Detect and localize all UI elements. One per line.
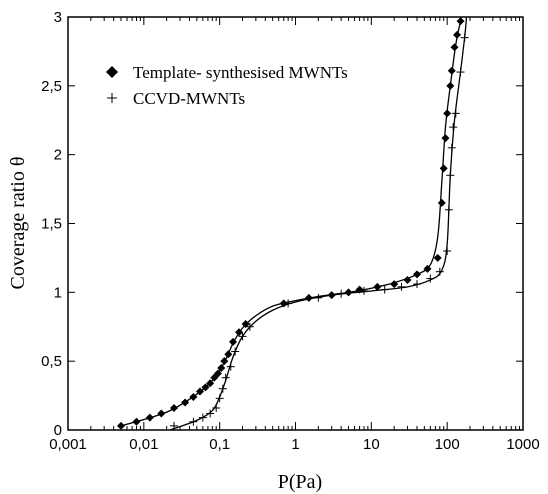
data-point-template (170, 403, 179, 412)
data-point-ccvd (314, 293, 323, 302)
data-point-template (437, 198, 446, 207)
data-point-template (220, 357, 229, 366)
data-point-ccvd (218, 384, 227, 393)
data-point-ccvd (435, 267, 444, 276)
data-point-ccvd (238, 332, 247, 341)
data-point-template (279, 299, 288, 308)
data-point-template (157, 409, 166, 418)
data-point-template (304, 293, 313, 302)
x-axis-title: P(Pa) (278, 471, 322, 493)
x-tick-label: 100 (435, 436, 460, 453)
data-point-template (327, 291, 336, 300)
data-point-template (439, 164, 448, 173)
y-tick-label: 1 (54, 284, 62, 301)
data-point-ccvd (426, 274, 435, 283)
data-point-ccvd (337, 289, 346, 298)
data-point-ccvd (446, 171, 455, 180)
data-point-template (181, 398, 190, 407)
x-tick-label: 0,01 (129, 436, 158, 453)
data-point-template (189, 392, 198, 401)
data-point-ccvd (443, 247, 452, 256)
data-point-template (447, 66, 456, 75)
data-point-ccvd (412, 280, 421, 289)
data-point-ccvd (212, 403, 221, 412)
data-point-template (390, 280, 399, 289)
data-point-ccvd (449, 123, 458, 132)
data-point-template (453, 30, 462, 39)
data-point-template (443, 109, 452, 118)
x-tick-label: 1 (291, 436, 299, 453)
data-point-ccvd (447, 143, 456, 152)
legend-plus-icon (107, 93, 117, 103)
data-point-ccvd (456, 68, 465, 77)
data-point-template (446, 81, 455, 90)
data-point-template (229, 337, 238, 346)
legend-marker-ccvd (107, 93, 117, 103)
x-tick-label: 0,001 (49, 436, 87, 453)
data-point-template (456, 17, 465, 26)
x-tick-labels: 0,001 0,01 0,1 1 10 100 1000 (49, 436, 539, 453)
data-point-ccvd (284, 299, 293, 308)
legend-label-template: Template- synthesised MWNTs (133, 63, 348, 82)
data-point-template (145, 413, 154, 422)
data-point-template (224, 350, 233, 359)
legend: Template- synthesised MWNTs CCVD-MWNTs (106, 63, 348, 108)
data-point-template (235, 328, 244, 337)
legend-diamond-icon (106, 66, 118, 78)
y-tick-label: 1,5 (41, 216, 62, 233)
data-point-ccvd (170, 421, 179, 430)
data-point-template (241, 319, 250, 328)
data-point-template (201, 383, 210, 392)
data-point-ccvd (215, 394, 224, 403)
y-tick-label: 3 (54, 9, 62, 26)
y-tick-label: 2,5 (41, 78, 62, 95)
data-point-ccvd (221, 373, 230, 382)
data-point-ccvd (245, 322, 254, 331)
data-point-ccvd (206, 409, 215, 418)
data-point-ccvd (380, 285, 389, 294)
data-point-ccvd (397, 282, 406, 291)
y-tick-labels: 0 0,5 1 1,5 2 2,5 3 (41, 9, 62, 439)
data-point-template (450, 43, 459, 52)
data-point-template (206, 379, 215, 388)
data-point-ccvd (198, 413, 207, 422)
y-axis-title: Coverage ratio θ (7, 157, 29, 290)
data-point-ccvd (226, 362, 235, 371)
data-point-template (403, 275, 412, 284)
data-point-template (213, 369, 222, 378)
data-point-template (217, 364, 226, 373)
axis-ticks (67, 16, 524, 431)
data-point-template (117, 421, 126, 430)
legend-marker-template (106, 66, 118, 78)
data-point-ccvd (189, 417, 198, 426)
data-point-template (355, 285, 364, 294)
legend-label-ccvd: CCVD-MWNTs (133, 89, 245, 108)
y-tick-label: 2 (54, 147, 62, 164)
data-point-ccvd (460, 33, 469, 42)
data-markers (117, 17, 469, 430)
x-tick-label: 0,1 (209, 436, 230, 453)
data-point-template (412, 270, 421, 279)
data-point-ccvd (451, 109, 460, 118)
data-point-template (433, 253, 442, 262)
data-point-ccvd (444, 205, 453, 214)
data-point-template (441, 134, 450, 143)
data-point-ccvd (231, 347, 240, 356)
x-tick-label: 1000 (506, 436, 539, 453)
x-tick-label: 10 (363, 436, 380, 453)
data-point-template (195, 387, 204, 396)
y-tick-label: 0 (54, 422, 62, 439)
data-point-template (423, 264, 432, 273)
data-point-template (132, 417, 141, 426)
data-point-template (344, 288, 353, 297)
data-point-ccvd (359, 286, 368, 295)
y-tick-label: 0,5 (41, 353, 62, 370)
data-point-template (373, 282, 382, 291)
